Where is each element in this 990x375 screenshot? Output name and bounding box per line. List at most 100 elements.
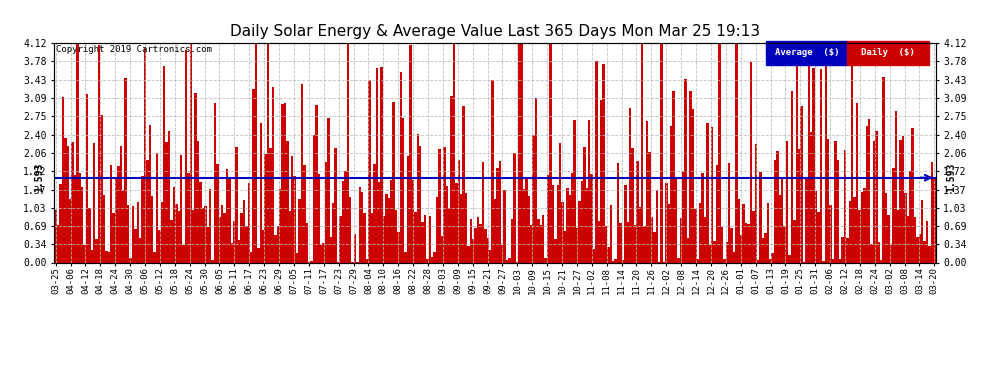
Bar xyxy=(682,171,684,262)
Bar xyxy=(368,80,370,262)
Bar xyxy=(655,190,658,262)
Bar xyxy=(209,189,211,262)
Bar xyxy=(387,198,390,262)
Bar xyxy=(827,140,830,262)
Bar xyxy=(66,146,69,262)
Bar xyxy=(224,213,226,262)
Bar xyxy=(907,216,909,262)
Bar xyxy=(706,123,709,262)
Bar xyxy=(332,202,335,262)
Bar xyxy=(744,223,747,262)
Bar xyxy=(211,260,214,262)
Bar xyxy=(563,231,566,262)
Bar xyxy=(168,131,170,262)
Bar xyxy=(238,240,241,262)
Bar xyxy=(766,203,769,262)
Bar xyxy=(639,207,642,262)
Bar xyxy=(684,79,687,262)
Bar xyxy=(726,242,728,262)
Bar xyxy=(672,91,675,262)
Bar xyxy=(383,216,385,262)
Bar xyxy=(64,138,66,262)
Bar xyxy=(642,43,644,262)
Bar xyxy=(414,212,417,262)
Bar xyxy=(714,241,716,262)
Bar xyxy=(818,212,820,262)
Bar xyxy=(786,141,788,262)
Bar xyxy=(229,178,231,262)
Bar xyxy=(293,176,296,262)
Bar xyxy=(924,241,926,262)
Bar xyxy=(506,260,508,262)
Bar xyxy=(216,164,219,262)
Bar xyxy=(890,244,892,262)
Bar xyxy=(301,84,303,262)
Bar xyxy=(298,200,301,262)
Bar xyxy=(788,255,791,262)
Bar xyxy=(199,182,202,262)
Bar xyxy=(405,252,407,262)
Bar xyxy=(182,245,185,262)
Bar xyxy=(424,215,427,262)
Bar xyxy=(185,50,187,262)
Bar xyxy=(366,259,368,262)
Bar xyxy=(306,223,308,262)
Bar xyxy=(340,216,342,262)
Text: Daily  ($): Daily ($) xyxy=(861,48,915,57)
Bar xyxy=(100,115,103,262)
Bar xyxy=(593,249,595,262)
Bar xyxy=(897,210,899,262)
Bar xyxy=(546,176,549,262)
Bar xyxy=(736,43,738,262)
Bar xyxy=(769,259,771,262)
FancyBboxPatch shape xyxy=(766,41,847,65)
Bar xyxy=(296,253,298,262)
Bar xyxy=(719,43,721,262)
Bar xyxy=(489,249,491,262)
Bar xyxy=(916,237,919,262)
Bar xyxy=(88,208,91,262)
Bar xyxy=(419,147,422,262)
Bar xyxy=(525,179,528,262)
Bar xyxy=(175,204,177,262)
Bar xyxy=(180,155,182,262)
Bar xyxy=(328,118,330,262)
Bar xyxy=(303,165,306,262)
Bar xyxy=(252,89,254,262)
Bar xyxy=(243,200,246,262)
Bar xyxy=(434,252,436,262)
Bar xyxy=(318,174,320,262)
Bar xyxy=(781,179,783,262)
Bar xyxy=(345,171,346,262)
Bar xyxy=(204,207,207,262)
Bar xyxy=(578,201,581,262)
Bar xyxy=(474,228,477,262)
Bar xyxy=(728,163,731,262)
Bar xyxy=(595,61,598,262)
FancyBboxPatch shape xyxy=(847,41,929,65)
Bar xyxy=(233,222,236,262)
Bar xyxy=(740,235,742,262)
Bar xyxy=(93,143,95,262)
Bar xyxy=(499,161,501,262)
Bar xyxy=(363,213,366,262)
Bar xyxy=(457,160,460,262)
Bar xyxy=(226,169,229,262)
Bar xyxy=(137,202,139,262)
Title: Daily Solar Energy & Average Value Last 365 Days Mon Mar 25 19:13: Daily Solar Energy & Average Value Last … xyxy=(230,24,760,39)
Bar xyxy=(832,259,835,262)
Bar xyxy=(670,126,672,262)
Bar xyxy=(397,232,400,262)
Bar xyxy=(187,173,190,262)
Bar xyxy=(429,216,431,262)
Bar xyxy=(648,152,650,262)
Bar xyxy=(749,62,752,262)
Bar xyxy=(895,111,897,262)
Bar xyxy=(742,204,744,262)
Bar xyxy=(629,108,632,262)
Bar xyxy=(825,43,827,262)
Bar xyxy=(452,43,455,262)
Bar xyxy=(877,242,880,262)
Bar xyxy=(130,258,132,262)
Bar xyxy=(74,176,76,262)
